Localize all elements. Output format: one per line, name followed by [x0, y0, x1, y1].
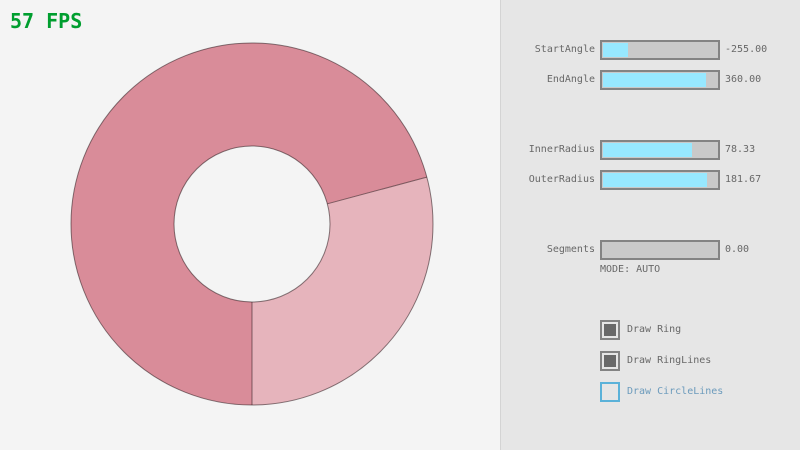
outer-radius-slider[interactable] — [600, 170, 720, 190]
checkbox-draw-ringlines[interactable]: Draw RingLines — [600, 351, 711, 371]
segments-slider[interactable] — [600, 240, 720, 260]
checkbox-draw-ring[interactable]: Draw Ring — [600, 320, 681, 340]
inner-radius-value: 78.33 — [725, 144, 756, 155]
outer-radius-value: 181.67 — [725, 174, 762, 185]
inner-radius-slider[interactable] — [600, 140, 720, 160]
draw-ring-label: Draw Ring — [627, 324, 682, 335]
inner-radius-label: InnerRadius — [528, 144, 595, 155]
checkbox-check-mark — [604, 355, 616, 367]
start-angle-label: StartAngle — [534, 44, 595, 55]
draw-ring-checkbox[interactable] — [600, 320, 620, 340]
outer-radius-slider-fill — [603, 173, 707, 187]
outer-radius-label: OuterRadius — [528, 174, 595, 185]
ring-radial-line-upper — [327, 176, 427, 205]
ring-sector-dark — [70, 43, 427, 406]
ring-canvas — [70, 42, 434, 406]
draw-circlelines-checkbox[interactable] — [600, 382, 620, 402]
end-angle-label: EndAngle — [546, 74, 595, 85]
ring-lines — [70, 42, 434, 406]
ring-sector-light — [252, 177, 433, 405]
draw-ringlines-checkbox[interactable] — [600, 351, 620, 371]
start-angle-slider[interactable] — [600, 40, 720, 60]
segments-mode-text: MODE: AUTO — [600, 264, 661, 275]
checkbox-check-mark — [604, 324, 616, 336]
draw-ringlines-label: Draw RingLines — [627, 355, 712, 366]
fps-counter: 57 FPS — [10, 9, 83, 33]
draw-circlelines-label: Draw CircleLines — [627, 386, 724, 397]
start-angle-slider-fill — [603, 43, 628, 57]
checkbox-draw-circlelines[interactable]: Draw CircleLines — [600, 382, 723, 402]
checkbox-check-mark — [604, 386, 616, 398]
ring-inner-line — [173, 145, 331, 303]
segments-value: 0.00 — [725, 244, 750, 255]
end-angle-slider[interactable] — [600, 70, 720, 90]
end-angle-slider-fill — [603, 73, 706, 87]
inner-radius-slider-fill — [603, 143, 693, 157]
segments-label: Segments — [546, 244, 595, 255]
start-angle-value: -255.00 — [725, 44, 768, 55]
end-angle-value: 360.00 — [725, 74, 762, 85]
